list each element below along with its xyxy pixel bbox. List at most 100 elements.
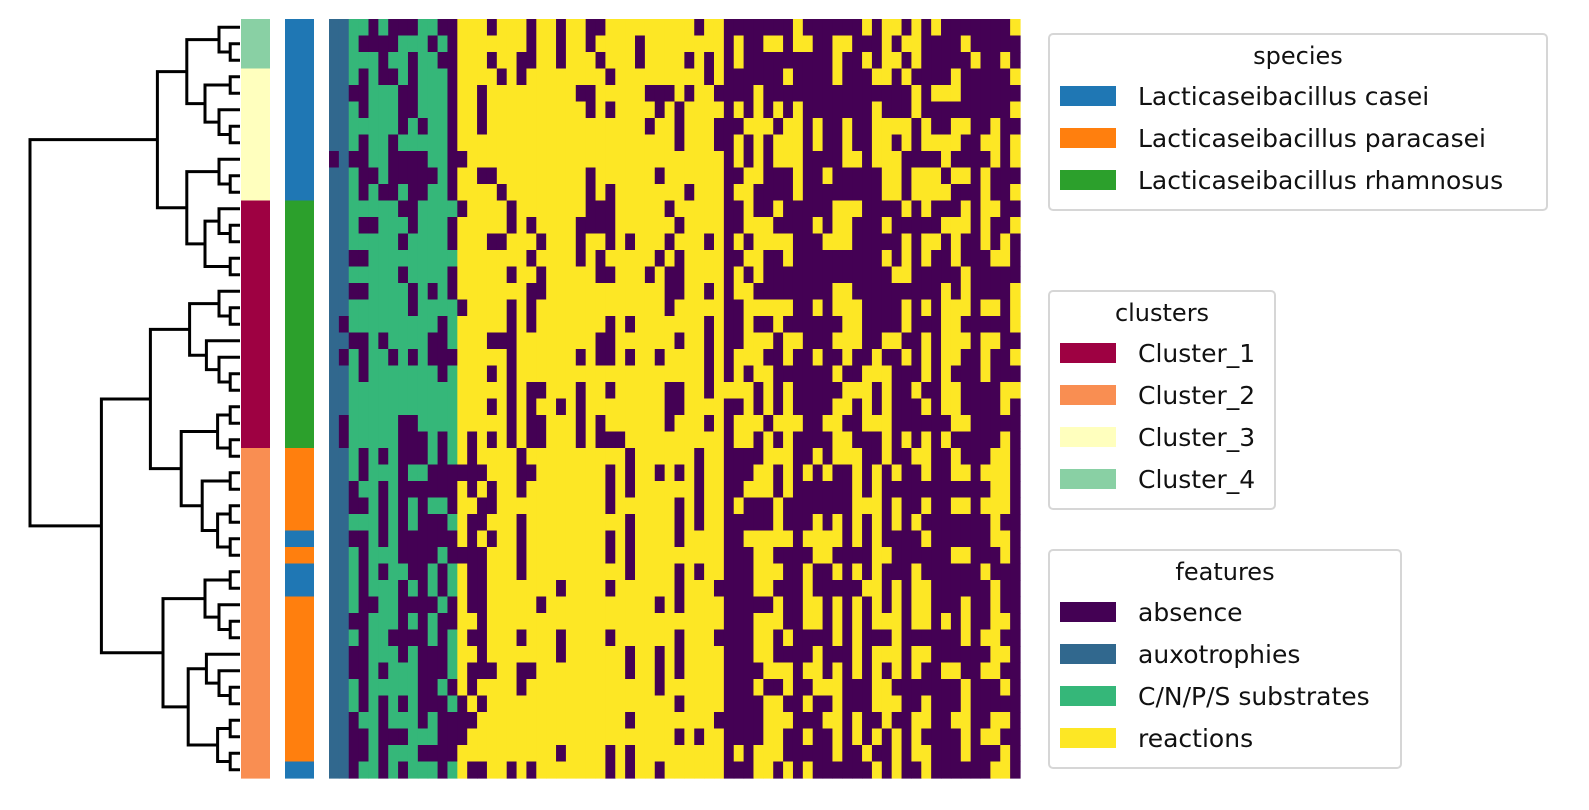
heatmap-cell: [368, 349, 379, 367]
heatmap-cell: [1000, 134, 1011, 152]
heatmap-cell: [625, 68, 636, 86]
heatmap-cell: [842, 728, 853, 746]
heatmap-cell: [467, 382, 478, 400]
heatmap-cell: [556, 365, 567, 383]
heatmap-cell: [477, 85, 488, 103]
heatmap-cell: [388, 332, 399, 350]
heatmap-cell: [783, 382, 794, 400]
heatmap-cell: [763, 332, 774, 350]
heatmap-cell: [368, 481, 379, 499]
dendrogram-link: [217, 207, 240, 235]
heatmap-cell: [625, 398, 636, 416]
heatmap-cell: [812, 629, 824, 647]
heatmap-cell: [457, 35, 468, 53]
heatmap-cell: [931, 349, 942, 367]
heatmap-cell: [753, 365, 764, 383]
heatmap-cell: [674, 217, 685, 235]
species-cell: [285, 497, 314, 515]
species-cell: [285, 646, 314, 664]
heatmap-cell: [407, 679, 419, 697]
heatmap-cell: [496, 514, 508, 532]
heatmap-cell: [575, 52, 587, 70]
heatmap-cell: [684, 167, 695, 185]
heatmap-cell: [1010, 134, 1021, 152]
heatmap-cell: [338, 415, 350, 433]
heatmap-cell: [338, 332, 350, 350]
heatmap-cell: [536, 19, 547, 37]
heatmap-cell: [496, 431, 508, 449]
heatmap-cell: [694, 481, 705, 499]
heatmap-cell: [990, 481, 1001, 499]
heatmap-cell: [783, 530, 794, 548]
heatmap-cell: [1010, 398, 1021, 416]
heatmap-cell: [753, 266, 764, 284]
cluster-cell: [241, 134, 270, 152]
heatmap-cell: [358, 349, 370, 367]
heatmap-cell: [1010, 728, 1021, 746]
heatmap-cell: [921, 299, 932, 317]
heatmap-cell: [684, 646, 695, 664]
heatmap-cell: [911, 184, 922, 202]
heatmap-cell: [704, 662, 715, 680]
heatmap-cell: [674, 745, 685, 763]
heatmap-cell: [960, 514, 972, 532]
cluster-cell: [241, 101, 270, 119]
heatmap-cell: [447, 217, 458, 235]
heatmap-cell: [378, 580, 389, 598]
dendrogram-link: [228, 685, 240, 706]
heatmap-cell: [546, 695, 557, 713]
heatmap-cell: [635, 712, 646, 730]
heatmap-cell: [970, 613, 982, 631]
heatmap-cell: [921, 563, 932, 581]
heatmap-cell: [635, 134, 646, 152]
heatmap-cell: [704, 68, 715, 86]
heatmap-cell: [615, 299, 626, 317]
heatmap-cell: [704, 679, 715, 697]
heatmap-cell: [467, 530, 478, 548]
heatmap-cell: [921, 200, 932, 218]
heatmap-cell: [625, 19, 636, 37]
heatmap-cell: [950, 184, 962, 202]
heatmap-cell: [585, 398, 597, 416]
heatmap-cell: [398, 695, 409, 713]
heatmap-cell: [457, 464, 468, 482]
heatmap-cell: [575, 662, 587, 680]
heatmap-cell: [427, 662, 439, 680]
heatmap-cell: [704, 431, 715, 449]
heatmap-cell: [950, 233, 962, 251]
heatmap-cell: [467, 299, 478, 317]
heatmap-cell: [516, 299, 528, 317]
heatmap-cell: [871, 85, 883, 103]
heatmap-cell: [625, 415, 636, 433]
heatmap-cell: [911, 646, 922, 664]
heatmap-cell: [388, 662, 399, 680]
heatmap-cell: [467, 332, 478, 350]
heatmap-cell: [437, 118, 449, 136]
dendrogram-link: [203, 83, 231, 124]
heatmap-cell: [842, 101, 853, 119]
heatmap-cell: [743, 431, 755, 449]
heatmap-cell: [822, 514, 834, 532]
heatmap-cell: [792, 118, 804, 136]
heatmap-cell: [832, 464, 843, 482]
heatmap-cell: [615, 101, 626, 119]
heatmap-cell: [358, 134, 370, 152]
heatmap-cell: [713, 299, 725, 317]
heatmap-cell: [832, 316, 843, 334]
heatmap-cell: [556, 85, 567, 103]
heatmap-cell: [388, 761, 399, 779]
heatmap-cell: [358, 299, 370, 317]
dendrogram-link: [155, 70, 187, 210]
heatmap-cell: [941, 233, 952, 251]
heatmap-cell: [486, 299, 498, 317]
heatmap-cell: [743, 415, 755, 433]
legend-label: Cluster_3: [1138, 422, 1256, 452]
heatmap-cell: [792, 349, 804, 367]
heatmap-cell: [329, 761, 340, 779]
heatmap-cell: [595, 68, 606, 86]
heatmap-cell: [723, 481, 735, 499]
heatmap-cell: [664, 85, 676, 103]
heatmap-cell: [1010, 745, 1021, 763]
heatmap-cell: [773, 266, 784, 284]
heatmap-cell: [437, 332, 449, 350]
